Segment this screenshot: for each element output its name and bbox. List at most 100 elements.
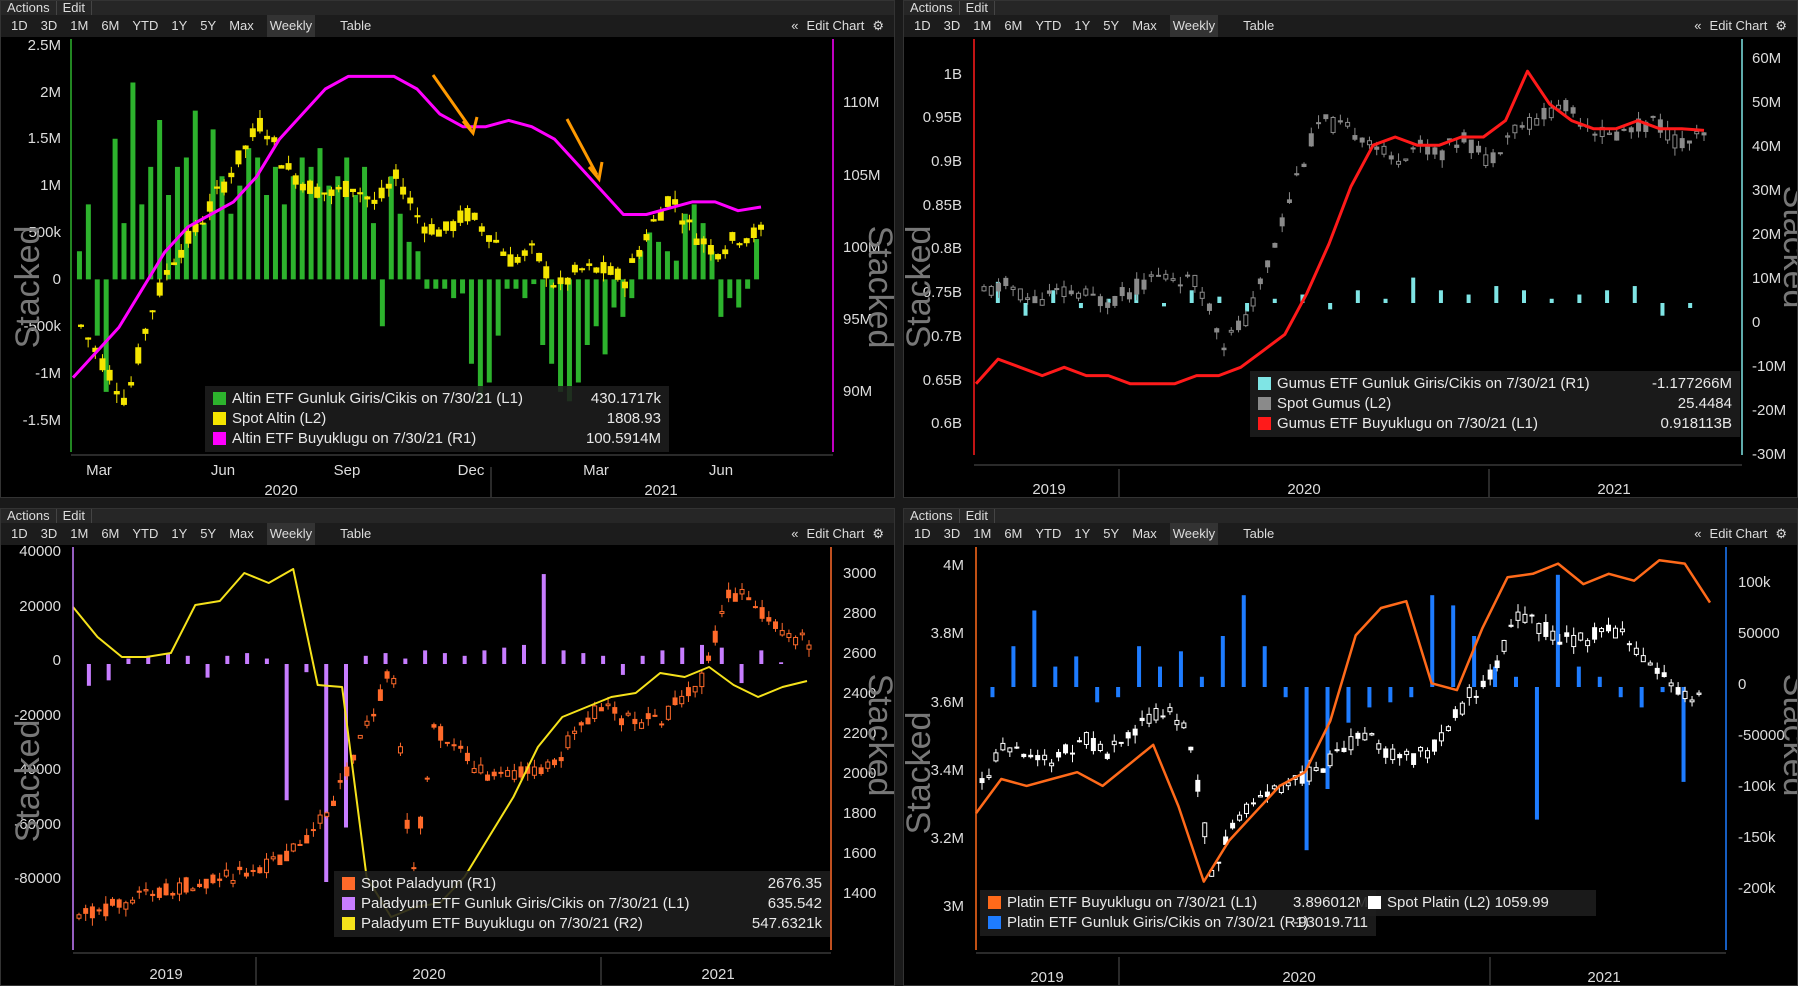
flow-bar [700, 223, 706, 280]
range-max[interactable]: Max [229, 18, 254, 33]
range-1m[interactable]: 1M [70, 526, 89, 541]
candle [1299, 771, 1305, 784]
collapse-icon[interactable]: « [1694, 18, 1702, 33]
range-5y[interactable]: 5Y [200, 526, 217, 541]
candle [521, 250, 528, 256]
range-3d[interactable]: 3D [943, 18, 961, 33]
candle [557, 277, 564, 285]
range-1m[interactable]: 1M [973, 18, 992, 33]
range-6m[interactable]: 6M [101, 526, 120, 541]
candle [1076, 292, 1082, 299]
actions-menu[interactable]: Actions [904, 1, 960, 15]
gear-icon[interactable]: ⚙ [1775, 18, 1787, 33]
range-5y[interactable]: 5Y [1103, 526, 1120, 541]
menu-bar: Actions Edit [1, 509, 894, 523]
candle [321, 192, 328, 195]
y-tick: 0 [1738, 676, 1746, 693]
table-button[interactable]: Table [340, 18, 372, 33]
candle [123, 902, 129, 910]
table-button[interactable]: Table [1243, 18, 1275, 33]
legend-value: -1.177266M [1651, 375, 1732, 392]
flow-bar [1325, 687, 1330, 789]
candle [1541, 107, 1547, 120]
range-5y[interactable]: 5Y [200, 18, 217, 33]
legend-value: 430.1717k [590, 390, 661, 407]
candle [307, 180, 314, 194]
y-tick: -1.5M [23, 412, 61, 429]
y-tick: 1B [944, 66, 962, 83]
edit-menu[interactable]: Edit [57, 1, 93, 15]
edit-chart-button[interactable]: Edit Chart [806, 18, 865, 33]
period-select[interactable]: Weekly [266, 15, 316, 37]
candle [1279, 217, 1285, 227]
legend-item: Spot Altin (L2) 1808.93 [213, 409, 661, 429]
candle [593, 267, 600, 273]
gear-icon[interactable]: ⚙ [872, 526, 884, 541]
range-3d[interactable]: 3D [40, 18, 58, 33]
edit-menu[interactable]: Edit [57, 509, 93, 523]
range-1y[interactable]: 1Y [171, 18, 188, 33]
flow-bar [620, 664, 625, 675]
flow-bar [324, 664, 329, 882]
range-1y[interactable]: 1Y [1074, 18, 1091, 33]
edit-chart-button[interactable]: Edit Chart [806, 526, 865, 541]
flow-bar [281, 204, 287, 280]
range-1d[interactable]: 1D [11, 526, 28, 541]
range-6m[interactable]: 6M [101, 18, 120, 33]
gear-icon[interactable]: ⚙ [872, 18, 884, 33]
period-select[interactable]: Weekly [1169, 523, 1219, 545]
flow-bar [584, 279, 590, 345]
y-tick: 110M [843, 94, 879, 111]
period-select[interactable]: Weekly [1169, 15, 1219, 37]
range-ytd[interactable]: YTD [1035, 18, 1062, 33]
collapse-icon[interactable]: « [791, 18, 799, 33]
actions-menu[interactable]: Actions [904, 509, 960, 523]
range-max[interactable]: Max [229, 526, 254, 541]
collapse-icon[interactable]: « [791, 526, 799, 541]
range-1m[interactable]: 1M [70, 18, 89, 33]
edit-chart-button[interactable]: Edit Chart [1709, 526, 1768, 541]
edit-menu[interactable]: Edit [960, 1, 996, 15]
candle [1490, 152, 1496, 164]
candle [1454, 144, 1460, 148]
range-3d[interactable]: 3D [40, 526, 58, 541]
range-1d[interactable]: 1D [914, 18, 931, 33]
flow-bar [121, 223, 127, 280]
right-axis: 100k 50000 0 -50000 -100k -150k -200k St… [1738, 574, 1797, 897]
chart-toolbar: 1D 3D 1M 6M YTD 1Y 5Y Max Weekly Table « Edit Char… [1, 15, 894, 37]
candle [1056, 751, 1062, 758]
gear-icon[interactable]: ⚙ [1775, 526, 1787, 541]
candle [149, 310, 156, 313]
range-1d[interactable]: 1D [11, 18, 28, 33]
range-ytd[interactable]: YTD [132, 526, 159, 541]
range-6m[interactable]: 6M [1004, 526, 1023, 541]
range-1y[interactable]: 1Y [171, 526, 188, 541]
range-5y[interactable]: 5Y [1103, 18, 1120, 33]
range-max[interactable]: Max [1132, 18, 1157, 33]
table-button[interactable]: Table [340, 526, 372, 541]
y-tick: 1600 [843, 845, 876, 862]
range-6m[interactable]: 6M [1004, 18, 1023, 33]
range-ytd[interactable]: YTD [132, 18, 159, 33]
table-button[interactable]: Table [1243, 526, 1275, 541]
edit-menu[interactable]: Edit [960, 509, 996, 523]
range-1y[interactable]: 1Y [1074, 526, 1091, 541]
range-3d[interactable]: 3D [943, 526, 961, 541]
edit-chart-button[interactable]: Edit Chart [1709, 18, 1768, 33]
collapse-icon[interactable]: « [1694, 526, 1702, 541]
range-1m[interactable]: 1M [973, 526, 992, 541]
flow-bar [423, 650, 428, 664]
actions-menu[interactable]: Actions [1, 1, 57, 15]
panel-palladium: Actions Edit 1D 3D 1M 6M YTD 1Y 5Y Max Weekly Tabl… [0, 508, 895, 986]
legend-value: 0.918113B [1660, 415, 1732, 432]
candle [1570, 107, 1576, 114]
candle [773, 621, 779, 629]
range-max[interactable]: Max [1132, 526, 1157, 541]
candle [378, 187, 385, 199]
range-ytd[interactable]: YTD [1035, 526, 1062, 541]
range-1d[interactable]: 1D [914, 526, 931, 541]
candle [1388, 155, 1394, 160]
actions-menu[interactable]: Actions [1, 509, 57, 523]
period-select[interactable]: Weekly [266, 523, 316, 545]
candle [514, 256, 521, 263]
